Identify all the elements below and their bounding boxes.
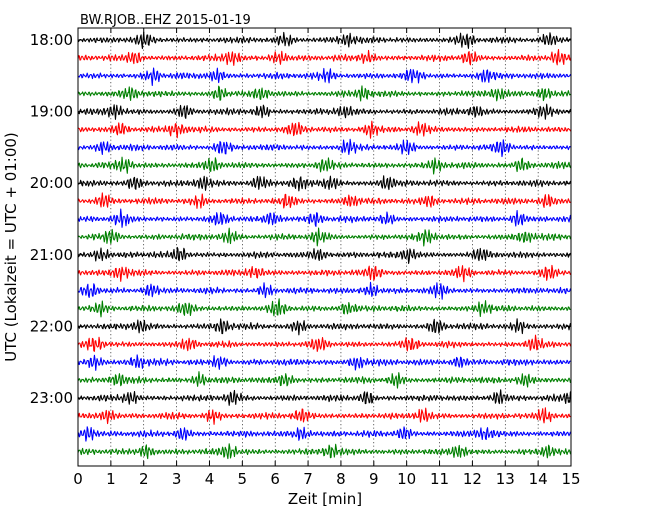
y-tick-label: 21:00 <box>30 246 73 264</box>
x-tick-label: 1 <box>106 470 116 488</box>
chart-title: BW.RJOB..EHZ 2015-01-19 <box>80 13 251 28</box>
trace-3 <box>77 67 572 86</box>
trace-23 <box>77 426 572 442</box>
y-tick-label: 20:00 <box>30 174 73 192</box>
trace-18 <box>77 334 572 352</box>
grid-lines <box>110 28 539 466</box>
x-tick-label: 12 <box>463 470 482 488</box>
x-tick-label: 11 <box>430 470 449 488</box>
trace-8 <box>77 156 572 175</box>
x-tick-label: 0 <box>73 470 83 488</box>
x-tick-label: 7 <box>303 470 313 488</box>
y-tick-label: 19:00 <box>30 103 73 121</box>
x-tick-label: 8 <box>336 470 346 488</box>
trace-22 <box>77 407 572 425</box>
trace-20 <box>77 371 572 389</box>
labels: BW.RJOB..EHZ 2015-01-19 Zeit [min] UTC (… <box>2 13 362 508</box>
y-tick-label: 22:00 <box>30 317 73 335</box>
x-tick-label: 9 <box>369 470 379 488</box>
trace-5 <box>77 103 572 120</box>
trace-13 <box>77 246 572 264</box>
x-tick-label: 4 <box>205 470 215 488</box>
trace-4 <box>77 85 572 102</box>
trace-2 <box>77 49 572 66</box>
x-axis-label: Zeit [min] <box>288 490 362 508</box>
trace-14 <box>77 264 572 283</box>
x-tick-label: 5 <box>238 470 248 488</box>
trace-9 <box>77 175 572 192</box>
x-tick-label: 10 <box>397 470 416 488</box>
trace-11 <box>77 208 572 228</box>
trace-6 <box>77 120 572 139</box>
y-axis-label: UTC (Lokalzeit = UTC + 01:00) <box>2 132 20 362</box>
trace-12 <box>77 227 572 247</box>
trace-15 <box>77 281 572 300</box>
x-tick-label: 14 <box>529 470 548 488</box>
trace-24 <box>77 443 572 460</box>
y-tick-label: 23:00 <box>30 389 73 407</box>
plot-frame <box>77 27 572 467</box>
trace-17 <box>77 318 572 336</box>
x-tick-label: 6 <box>270 470 280 488</box>
x-tick-label: 15 <box>561 470 580 488</box>
trace-1 <box>77 31 572 50</box>
y-tick-label: 18:00 <box>30 31 73 49</box>
axes: 0 1 2 3 4 5 6 7 8 9 10 11 12 13 14 1518:0019:0020:0021:… <box>30 27 581 488</box>
trace-7 <box>77 138 572 158</box>
trace-10 <box>77 192 572 209</box>
trace-19 <box>77 354 572 371</box>
trace-16 <box>77 298 572 318</box>
x-tick-label: 3 <box>172 470 182 488</box>
x-tick-label: 13 <box>496 470 515 488</box>
x-tick-label: 2 <box>139 470 149 488</box>
trace-group <box>77 31 572 460</box>
trace-21 <box>77 389 572 406</box>
